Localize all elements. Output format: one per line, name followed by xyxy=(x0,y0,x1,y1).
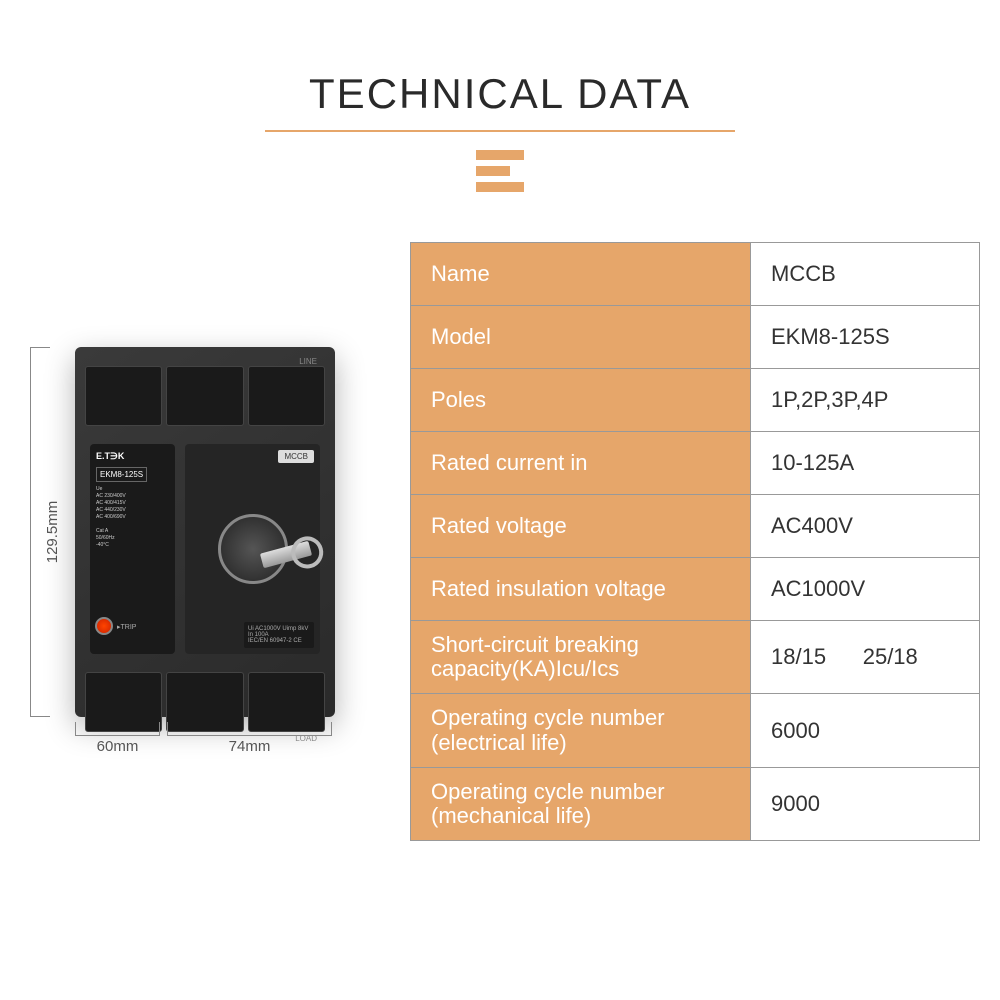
row-value: 6000 xyxy=(751,694,979,766)
row-label: Operating cycle number (mechanical life) xyxy=(411,768,751,840)
line-label: LINE xyxy=(85,357,325,366)
depth-dimension-label: 60mm xyxy=(75,738,160,755)
row-value: AC400V xyxy=(751,495,979,557)
mccb-tag: MCCB xyxy=(278,450,314,463)
height-dimension-bracket: 129.5mm xyxy=(30,347,50,717)
table-row: Operating cycle number (electrical life)… xyxy=(411,694,979,767)
table-row: Short-circuit breaking capacity(KA)Icu/I… xyxy=(411,621,979,694)
page-title: TECHNICAL DATA xyxy=(0,70,1000,118)
width-dimension-label: 74mm xyxy=(167,738,332,755)
table-row: Poles1P,2P,3P,4P xyxy=(411,369,979,432)
content-area: 129.5mm LINE E.T∋K EKM8-125S Ue AC 230/4… xyxy=(0,242,1000,841)
spec-text: Ue AC 230/400V AC 400/415V AC 440/230V A… xyxy=(96,486,169,549)
spec-table: NameMCCBModelEKM8-125SPoles1P,2P,3P,4PRa… xyxy=(410,242,980,841)
row-label: Model xyxy=(411,306,751,368)
row-value: 18/15 25/18 xyxy=(751,621,979,693)
table-row: Rated current in10-125A xyxy=(411,432,979,495)
product-dimension-diagram: 129.5mm LINE E.T∋K EKM8-125S Ue AC 230/4… xyxy=(20,242,400,841)
row-value: MCCB xyxy=(751,243,979,305)
height-dimension-label: 129.5mm xyxy=(44,501,61,564)
row-label: Rated current in xyxy=(411,432,751,494)
row-value: AC1000V xyxy=(751,558,979,620)
table-row: Rated insulation voltageAC1000V xyxy=(411,558,979,621)
rating-info-panel: Ui AC1000V Uimp 8kV In 100A IEC/EN 60947… xyxy=(244,622,314,648)
table-row: ModelEKM8-125S xyxy=(411,306,979,369)
row-value: EKM8-125S xyxy=(751,306,979,368)
brand-label: E.T∋K xyxy=(96,450,169,463)
product-image: LINE E.T∋K EKM8-125S Ue AC 230/400V AC 4… xyxy=(75,347,335,717)
title-underline xyxy=(265,130,735,132)
table-row: Operating cycle number (mechanical life)… xyxy=(411,768,979,841)
title-section: TECHNICAL DATA xyxy=(0,0,1000,192)
row-label: Short-circuit breaking capacity(KA)Icu/I… xyxy=(411,621,751,693)
width-dimension-bracket xyxy=(167,722,332,736)
top-terminals xyxy=(85,366,325,426)
row-label: Rated voltage xyxy=(411,495,751,557)
key-icon xyxy=(259,541,311,568)
bottom-dimensions: 60mm 74mm xyxy=(75,722,355,762)
trip-label: ▸TRIP xyxy=(117,623,136,631)
model-label: EKM8-125S xyxy=(96,467,147,482)
spec-table-area: NameMCCBModelEKM8-125SPoles1P,2P,3P,4PRa… xyxy=(400,242,980,841)
table-row: NameMCCB xyxy=(411,243,979,306)
row-value: 10-125A xyxy=(751,432,979,494)
row-label: Name xyxy=(411,243,751,305)
row-label: Poles xyxy=(411,369,751,431)
depth-dimension-bracket xyxy=(75,722,160,736)
bars-icon xyxy=(476,150,524,192)
table-row: Rated voltageAC400V xyxy=(411,495,979,558)
trip-indicator-icon xyxy=(95,617,113,635)
rotary-switch xyxy=(218,514,288,584)
row-label: Operating cycle number (electrical life) xyxy=(411,694,751,766)
row-value: 9000 xyxy=(751,768,979,840)
row-value: 1P,2P,3P,4P xyxy=(751,369,979,431)
row-label: Rated insulation voltage xyxy=(411,558,751,620)
switch-panel: MCCB Ui AC1000V Uimp 8kV In 100A IEC/EN … xyxy=(185,444,320,654)
